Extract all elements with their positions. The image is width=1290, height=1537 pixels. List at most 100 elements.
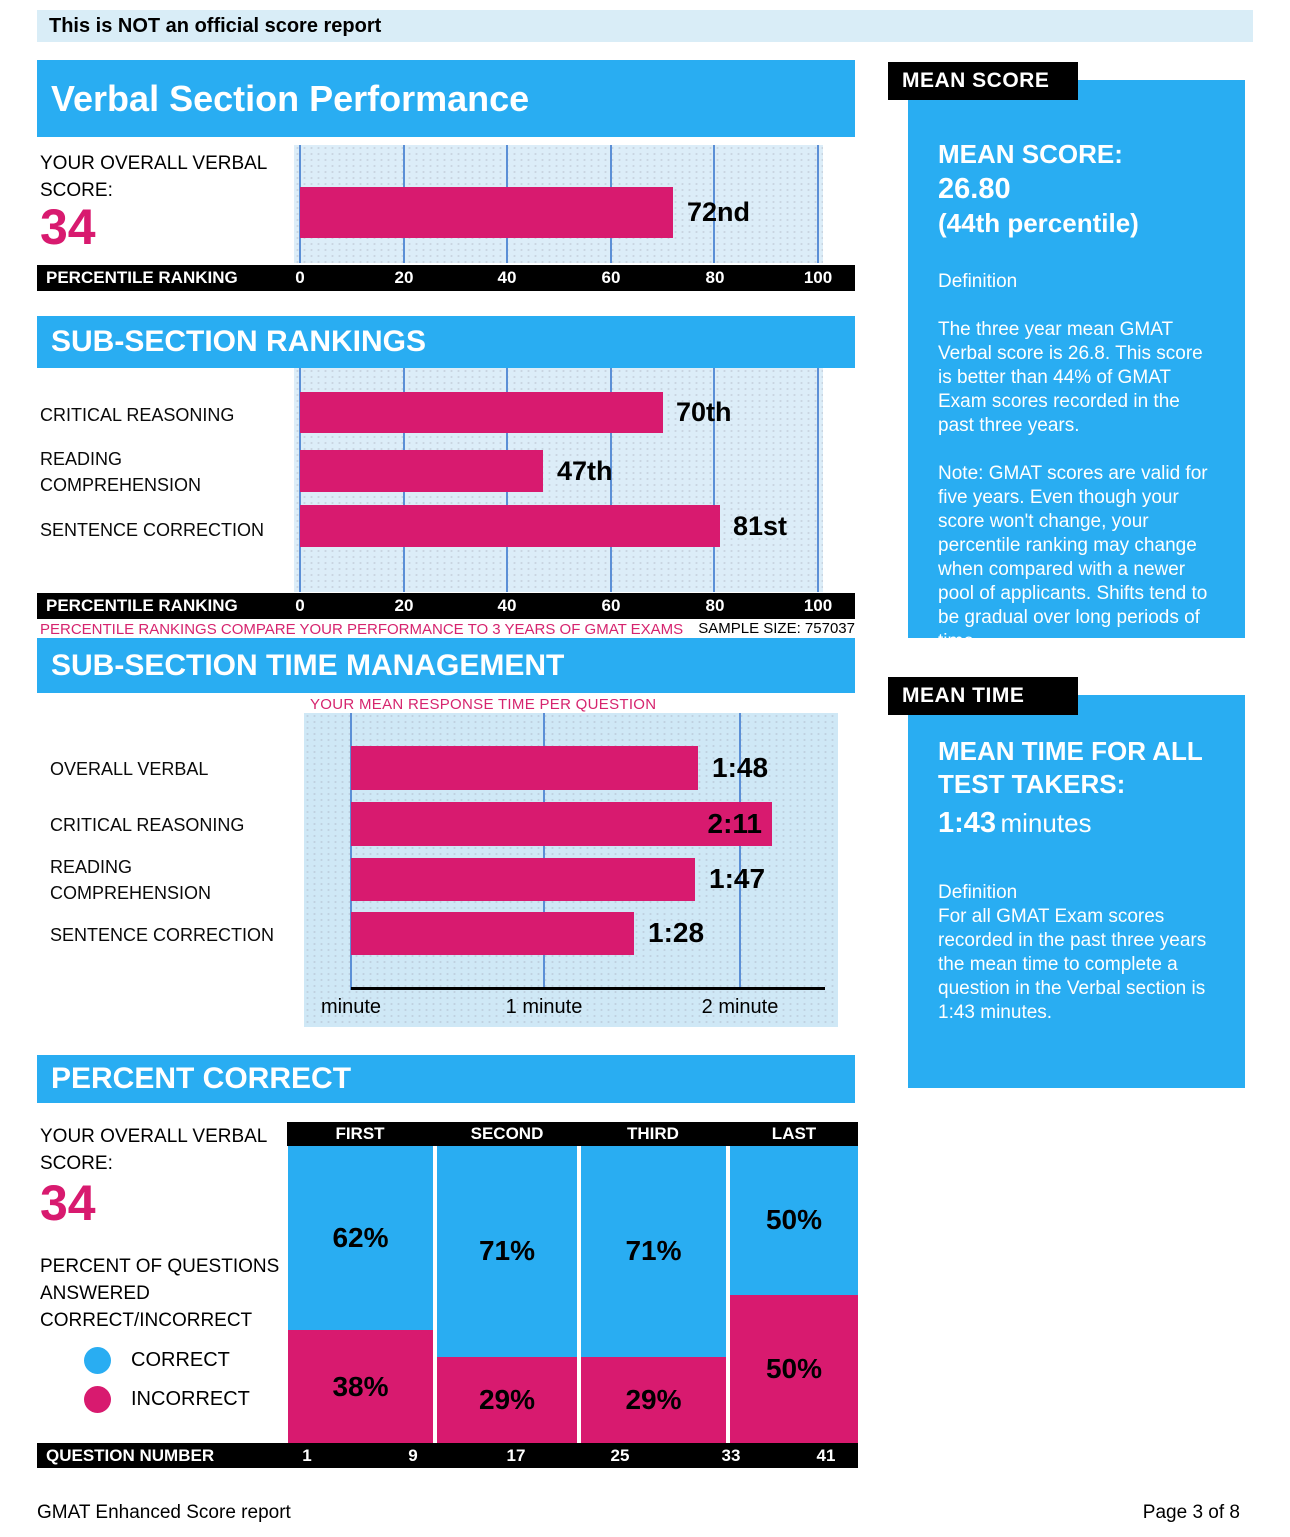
- correct-percent: 62%: [332, 1222, 389, 1254]
- axis-title: PERCENTILE RANKING: [46, 596, 238, 615]
- question-number-tick: 17: [506, 1446, 526, 1465]
- correct-segment: 62%: [288, 1146, 433, 1331]
- axis-tick: 20: [394, 268, 414, 287]
- incorrect-percent: 38%: [332, 1370, 389, 1402]
- overall-percentile-chart: 72nd: [294, 145, 823, 263]
- axis-tick: 60: [601, 596, 621, 615]
- mean-score-panel: MEAN SCORE: 26.80 (44th percentile) Defi…: [908, 80, 1245, 652]
- time-axis-line: [351, 987, 825, 990]
- stacked-column-second: 71% 29%: [437, 1146, 577, 1443]
- axis-tick: 20: [394, 596, 414, 615]
- legend-dot-correct: [84, 1347, 111, 1374]
- time-axis-tick: 2 minute: [701, 996, 779, 1018]
- footer-report-title: GMAT Enhanced Score report: [37, 1502, 291, 1523]
- gridline: [739, 713, 741, 990]
- correct-segment: 50%: [730, 1146, 858, 1295]
- reading-comprehension-time-label: 1:47: [709, 863, 766, 894]
- correct-percent: 50%: [765, 1204, 823, 1236]
- axis-tick: 100: [803, 596, 833, 615]
- stacked-column-third: 71% 29%: [581, 1146, 726, 1443]
- axis-tick: 40: [497, 268, 517, 287]
- mean-time-paragraph: For all GMAT Exam scores recorded in the…: [938, 906, 1207, 1023]
- mean-score-value: 26.80: [938, 173, 1011, 205]
- sentence-correction-time-label: 1:28: [648, 917, 705, 948]
- overall-score-label: YOUR OVERALL VERBAL SCORE:: [40, 153, 267, 201]
- axis-tick: 100: [803, 268, 833, 287]
- section-header-verbal-performance: Verbal Section Performance: [37, 60, 855, 137]
- section-header-subsection-rankings: SUB-SECTION RANKINGS: [37, 316, 855, 368]
- notice-banner: This is NOT an official score report: [37, 10, 1253, 42]
- stacked-column-first: 62% 38%: [288, 1146, 433, 1443]
- subsection-rankings-chart: 70th 47th 81st: [294, 368, 823, 592]
- sample-size: SAMPLE SIZE: 757037: [698, 620, 855, 637]
- question-number-tick: 25: [610, 1446, 630, 1465]
- question-number-tick: 9: [408, 1446, 418, 1465]
- legend-dot-incorrect: [84, 1386, 111, 1413]
- legend-label-correct: CORRECT: [131, 1349, 230, 1371]
- definition-label: Definition: [938, 271, 1018, 292]
- incorrect-percent: 50%: [765, 1352, 823, 1384]
- mean-time-panel: MEAN TIME FOR ALL TEST TAKERS: 1:43 minu…: [908, 695, 1245, 1088]
- mean-score-heading: MEAN SCORE:: [938, 139, 1123, 169]
- question-number-tick: 41: [816, 1446, 836, 1465]
- quarter-header-last: LAST: [771, 1124, 817, 1143]
- stacked-column-last: 50% 50%: [730, 1146, 858, 1443]
- gridline: [610, 368, 612, 592]
- sentence-correction-bar-label: 81st: [733, 511, 788, 541]
- row-label-critical-reasoning-time: CRITICAL REASONING: [50, 815, 245, 835]
- overall-percentile-bar: [300, 187, 673, 238]
- incorrect-segment: 38%: [288, 1330, 433, 1443]
- axis-tick: 60: [601, 268, 621, 287]
- gridline: [817, 368, 819, 592]
- quarter-header-bar: FIRST SECOND THIRD LAST: [287, 1122, 858, 1146]
- axis-tick: 0: [295, 596, 305, 615]
- time-management-chart: 1:48 2:11 1:47 1:28 minute 1 minute 2 mi…: [304, 713, 838, 1027]
- overall-verbal-time-label: 1:48: [712, 752, 769, 783]
- axis-tick: 80: [705, 596, 725, 615]
- percentile-footnote: PERCENTILE RANKINGS COMPARE YOUR PERFORM…: [40, 621, 684, 638]
- mean-time-heading: MEAN TIME FOR ALL TEST TAKERS:: [938, 736, 1203, 799]
- mean-score-tab: MEAN SCORE: [888, 62, 1078, 100]
- axis-title: QUESTION NUMBER: [46, 1446, 215, 1465]
- row-label-critical-reasoning: CRITICAL REASONING: [40, 405, 235, 425]
- gridline: [350, 713, 352, 990]
- mean-score-paragraph-1: The three year mean GMAT Verbal score is…: [938, 319, 1203, 436]
- time-axis-tick: 1 minute: [505, 996, 583, 1018]
- section-header-time-management: SUB-SECTION TIME MANAGEMENT: [37, 638, 855, 693]
- axis-tick: 40: [497, 596, 517, 615]
- axis-title: PERCENTILE RANKING: [46, 268, 238, 287]
- quarter-header-third: THIRD: [627, 1124, 679, 1143]
- time-axis-tick: minute: [320, 996, 382, 1018]
- question-number-tick: 33: [721, 1446, 741, 1465]
- quarter-header-first: FIRST: [335, 1124, 385, 1143]
- row-label-overall-verbal: OVERALL VERBAL: [50, 759, 209, 779]
- gridline: [713, 145, 715, 263]
- mean-score-percentile: (44th percentile): [938, 208, 1139, 238]
- gridline: [543, 713, 545, 990]
- time-chart-subtitle: YOUR MEAN RESPONSE TIME PER QUESTION: [310, 696, 657, 713]
- overall-percentile-bar-label: 72nd: [687, 197, 751, 227]
- critical-reasoning-bar: [300, 392, 663, 433]
- percent-desc: PERCENT OF QUESTIONS ANSWERED CORRECT/IN…: [40, 1256, 280, 1331]
- critical-reasoning-bar-label: 70th: [676, 397, 732, 427]
- percent-score-label: YOUR OVERALL VERBAL SCORE:: [40, 1126, 267, 1174]
- gridline: [713, 368, 715, 592]
- correct-percent: 71%: [625, 1235, 682, 1267]
- percentile-axis-1: PERCENTILE RANKING 0 20 40 60 80 100: [37, 265, 855, 291]
- axis-tick: 80: [705, 268, 725, 287]
- correct-segment: 71%: [437, 1146, 577, 1357]
- reading-comprehension-bar: [300, 450, 544, 492]
- reading-comprehension-bar-label: 47th: [557, 456, 613, 486]
- mean-score-paragraph-2: Note: GMAT scores are valid for five yea…: [938, 463, 1208, 652]
- footer-page-number: Page 3 of 8: [1142, 1502, 1240, 1523]
- row-label-reading-comprehension-time: READING COMPREHENSION: [50, 857, 212, 903]
- section-title: PERCENT CORRECT: [51, 1062, 352, 1095]
- question-number-tick: 1: [302, 1446, 312, 1465]
- incorrect-segment: 50%: [730, 1294, 858, 1443]
- section-title: Verbal Section Performance: [51, 77, 530, 119]
- incorrect-segment: 29%: [437, 1356, 577, 1443]
- critical-reasoning-time-bar: [351, 802, 773, 846]
- legend-label-incorrect: INCORRECT: [131, 1388, 250, 1410]
- mean-time-unit: minutes: [1000, 808, 1092, 838]
